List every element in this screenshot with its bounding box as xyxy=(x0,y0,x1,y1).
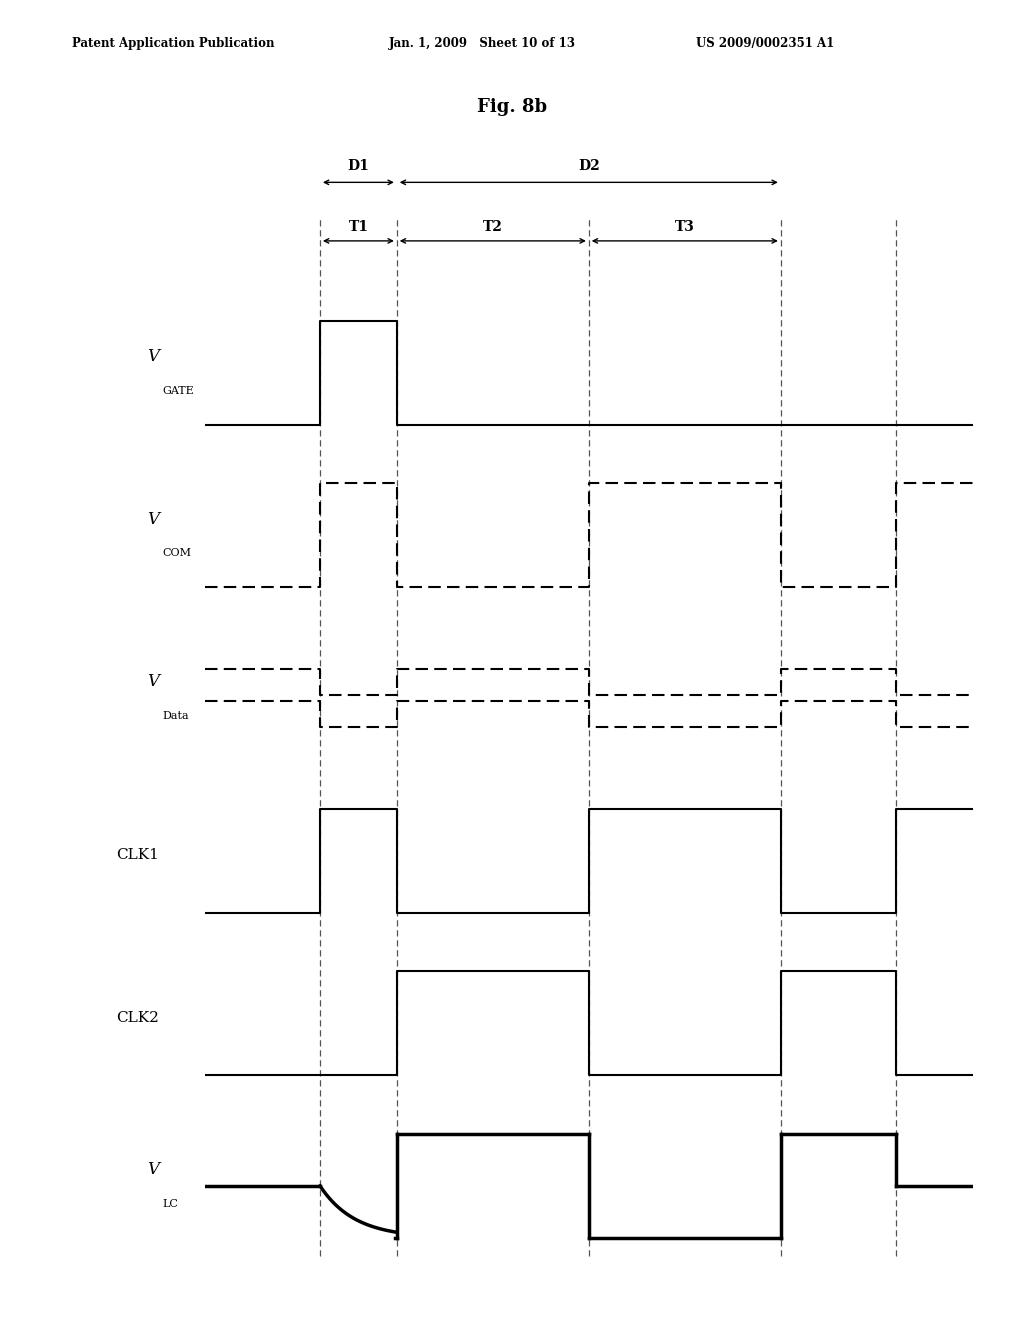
Text: V: V xyxy=(146,511,159,528)
Text: D2: D2 xyxy=(578,160,600,173)
Text: COM: COM xyxy=(163,548,191,558)
Text: V: V xyxy=(146,348,159,364)
Text: T3: T3 xyxy=(675,220,694,234)
Text: T2: T2 xyxy=(483,220,503,234)
Text: CLK1: CLK1 xyxy=(116,849,159,862)
Text: CLK2: CLK2 xyxy=(116,1011,159,1026)
Text: GATE: GATE xyxy=(163,385,195,396)
Text: Patent Application Publication: Patent Application Publication xyxy=(72,37,274,50)
Text: V: V xyxy=(146,673,159,690)
Text: Fig. 8b: Fig. 8b xyxy=(477,98,547,116)
Text: D1: D1 xyxy=(347,160,370,173)
Text: Data: Data xyxy=(163,711,189,721)
Text: T1: T1 xyxy=(348,220,369,234)
Text: Jan. 1, 2009   Sheet 10 of 13: Jan. 1, 2009 Sheet 10 of 13 xyxy=(389,37,577,50)
Text: V: V xyxy=(146,1162,159,1177)
Text: US 2009/0002351 A1: US 2009/0002351 A1 xyxy=(696,37,835,50)
Text: LC: LC xyxy=(163,1199,178,1209)
